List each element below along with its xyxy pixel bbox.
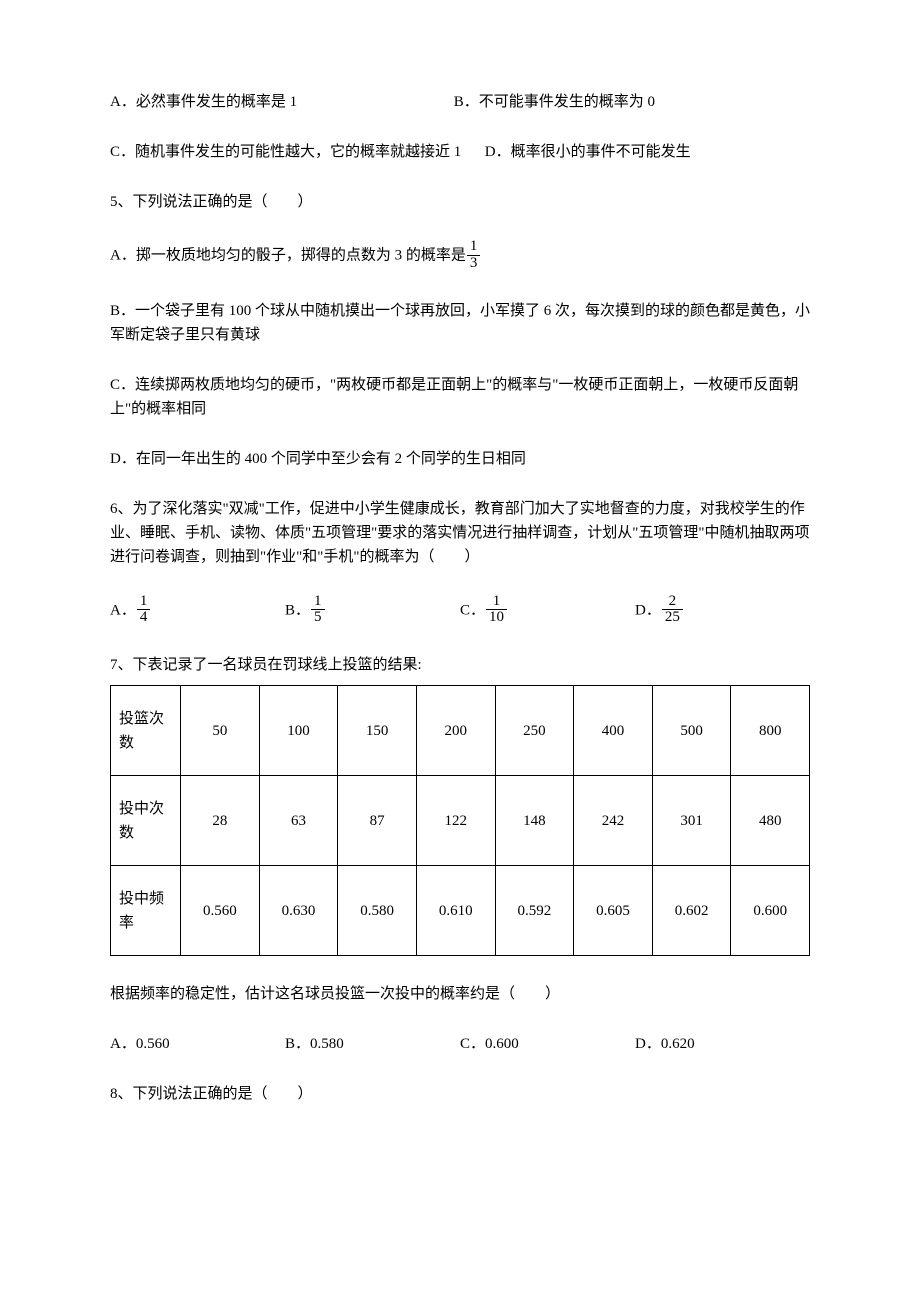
row-header: 投中次数	[111, 776, 181, 866]
table-cell: 87	[338, 776, 417, 866]
q7-stem: 7、下表记录了一名球员在罚球线上投篮的结果:	[110, 653, 810, 677]
fraction-den: 10	[486, 610, 507, 626]
table-cell: 148	[495, 776, 574, 866]
q6-stem: 6、为了深化落实"双减"工作，促进中小学生健康成长，教育部门加大了实地督查的力度…	[110, 497, 810, 569]
q5-option-c: C．连续掷两枚质地均匀的硬币，"两枚硬币都是正面朝上"的概率与"一枚硬币正面朝上…	[110, 373, 810, 421]
q7-options: A．0.560 B．0.580 C．0.600 D．0.620	[110, 1032, 810, 1056]
q5-option-d: D．在同一年出生的 400 个同学中至少会有 2 个同学的生日相同	[110, 447, 810, 471]
q6-option-d: D．225	[635, 595, 810, 628]
table-row: 投中频率 0.560 0.630 0.580 0.610 0.592 0.605…	[111, 866, 810, 956]
table-cell: 500	[652, 686, 731, 776]
q7-table: 投篮次数 50 100 150 200 250 400 500 800 投中次数…	[110, 685, 810, 956]
table-cell: 63	[259, 776, 338, 866]
table-cell: 250	[495, 686, 574, 776]
table-cell: 50	[181, 686, 260, 776]
fraction-den: 25	[662, 610, 683, 626]
q7-option-c: C．0.600	[460, 1032, 635, 1056]
table-cell: 150	[338, 686, 417, 776]
table-cell: 0.560	[181, 866, 260, 956]
table-cell: 800	[731, 686, 810, 776]
fraction-icon: 15	[311, 594, 325, 627]
table-cell: 301	[652, 776, 731, 866]
table-cell: 122	[416, 776, 495, 866]
q7-option-a: A．0.560	[110, 1032, 285, 1056]
table-row: 投篮次数 50 100 150 200 250 400 500 800	[111, 686, 810, 776]
q6-option-c: C．110	[460, 595, 635, 628]
q8-stem: 8、下列说法正确的是（ ）	[110, 1082, 810, 1106]
q5-option-b: B．一个袋子里有 100 个球从中随机摸出一个球再放回，小军摸了 6 次，每次摸…	[110, 299, 810, 347]
fraction-num: 1	[311, 594, 325, 611]
table-cell: 0.600	[731, 866, 810, 956]
q6-option-b: B．15	[285, 595, 460, 628]
fraction-num: 2	[662, 594, 683, 611]
option-a: A．必然事件发生的概率是 1	[110, 90, 450, 114]
fraction-den: 4	[137, 610, 151, 626]
option-label: B．	[285, 602, 310, 618]
fraction-num: 1	[486, 594, 507, 611]
table-cell: 0.580	[338, 866, 417, 956]
fraction-num: 1	[467, 239, 481, 256]
fraction-icon: 14	[137, 594, 151, 627]
q4-options-row2: C．随机事件发生的可能性越大，它的概率就越接近 1 D．概率很小的事件不可能发生	[110, 140, 810, 164]
option-b: B．不可能事件发生的概率为 0	[454, 90, 655, 114]
table-cell: 480	[731, 776, 810, 866]
q6-option-a: A．14	[110, 595, 285, 628]
option-d: D．概率很小的事件不可能发生	[485, 144, 691, 160]
q5-stem: 5、下列说法正确的是（ ）	[110, 190, 810, 214]
fraction-icon: 13	[467, 239, 481, 272]
table-cell: 0.630	[259, 866, 338, 956]
table-cell: 28	[181, 776, 260, 866]
row-header: 投篮次数	[111, 686, 181, 776]
table-row: 投中次数 28 63 87 122 148 242 301 480	[111, 776, 810, 866]
table-cell: 200	[416, 686, 495, 776]
table-cell: 0.610	[416, 866, 495, 956]
q6-options: A．14 B．15 C．110 D．225	[110, 595, 810, 628]
q4-options-row1: A．必然事件发生的概率是 1 B．不可能事件发生的概率为 0	[110, 90, 810, 114]
q5-option-a: A．掷一枚质地均匀的骰子，掷得的点数为 3 的概率是13	[110, 240, 810, 273]
option-label: C．	[460, 602, 485, 618]
fraction-num: 1	[137, 594, 151, 611]
table-cell: 0.602	[652, 866, 731, 956]
table-cell: 0.592	[495, 866, 574, 956]
q7-option-d: D．0.620	[635, 1032, 810, 1056]
option-label: D．	[635, 602, 661, 618]
table-cell: 100	[259, 686, 338, 776]
fraction-den: 3	[467, 256, 481, 272]
row-header: 投中频率	[111, 866, 181, 956]
q7-after: 根据频率的稳定性，估计这名球员投篮一次投中的概率约是（ ）	[110, 982, 810, 1006]
q5-a-text: A．掷一枚质地均匀的骰子，掷得的点数为 3 的概率是	[110, 248, 466, 264]
fraction-icon: 225	[662, 594, 683, 627]
page-container: A．必然事件发生的概率是 1 B．不可能事件发生的概率为 0 C．随机事件发生的…	[0, 0, 920, 1302]
table-cell: 400	[574, 686, 653, 776]
option-c: C．随机事件发生的可能性越大，它的概率就越接近 1	[110, 144, 461, 160]
table-cell: 0.605	[574, 866, 653, 956]
q7-option-b: B．0.580	[285, 1032, 460, 1056]
fraction-den: 5	[311, 610, 325, 626]
table-cell: 242	[574, 776, 653, 866]
option-label: A．	[110, 602, 136, 618]
fraction-icon: 110	[486, 594, 507, 627]
